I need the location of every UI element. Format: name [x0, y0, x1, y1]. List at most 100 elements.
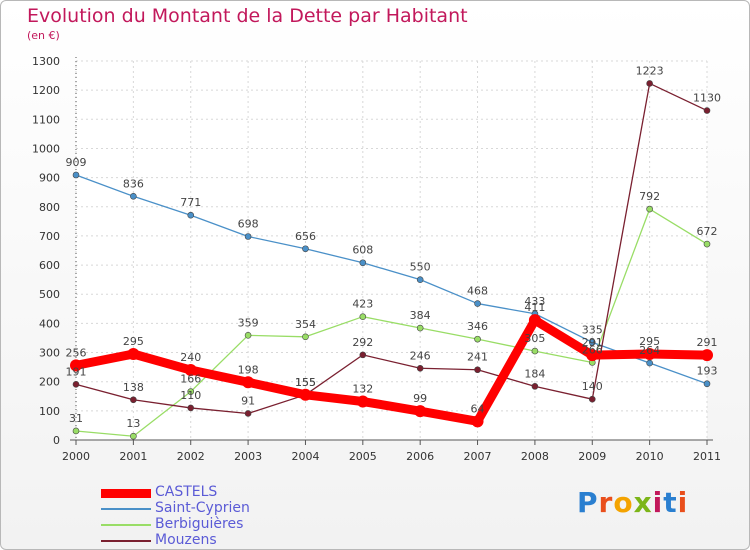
data-point: [474, 366, 481, 374]
data-label: 359: [238, 316, 259, 329]
y-tick-label: 900: [39, 172, 60, 185]
data-label: 184: [524, 367, 545, 380]
data-label: 155: [295, 376, 316, 389]
x-tick-label: 2008: [521, 450, 549, 463]
proxiti-logo: Proxiti: [577, 486, 689, 519]
data-point: [586, 349, 599, 362]
y-tick-label: 400: [39, 317, 60, 330]
data-label: 295: [123, 335, 144, 348]
data-point: [184, 364, 197, 377]
y-tick-label: 200: [39, 376, 60, 389]
data-point: [356, 395, 369, 408]
y-tick-label: 1300: [32, 55, 60, 68]
y-tick-label: 500: [39, 288, 60, 301]
data-point: [244, 410, 252, 417]
data-label: 264: [639, 344, 660, 357]
data-label: 672: [697, 225, 718, 238]
data-label: 384: [410, 309, 431, 322]
x-tick-label: 2007: [464, 450, 492, 463]
data-label: 292: [352, 336, 373, 349]
data-label: 246: [410, 349, 431, 362]
data-point: [414, 405, 427, 418]
data-label: 771: [180, 196, 201, 209]
data-point: [416, 364, 424, 372]
chart-subtitle: (en €): [27, 29, 60, 42]
data-point: [643, 347, 656, 360]
legend-label: Berbiguières: [155, 516, 244, 532]
y-tick-label: 100: [39, 405, 60, 418]
data-label: 166: [180, 373, 201, 386]
data-point: [646, 359, 653, 367]
data-label: 191: [66, 365, 87, 378]
data-label: 468: [467, 285, 488, 298]
data-label: 31: [69, 412, 83, 425]
data-label: 241: [467, 351, 488, 364]
data-label: 256: [66, 346, 87, 359]
data-point: [703, 240, 711, 248]
y-tick-label: 300: [39, 347, 60, 360]
data-label: 266: [582, 343, 603, 356]
x-tick-label: 2010: [636, 450, 664, 463]
series-line-castels: [71, 315, 712, 426]
data-point: [127, 347, 140, 360]
y-tick-label: 700: [39, 230, 60, 243]
data-point: [244, 233, 252, 240]
y-tick-label: 1000: [32, 142, 60, 155]
data-point: [130, 432, 137, 440]
y-tick-label: 1100: [32, 113, 60, 126]
y-tick-label: 1200: [32, 84, 60, 97]
legend-label: CASTELS: [155, 484, 218, 500]
data-label: 1223: [636, 64, 664, 77]
data-label: 1130: [693, 92, 721, 105]
data-label: 423: [352, 298, 373, 311]
data-point: [531, 383, 539, 390]
data-point: [646, 80, 653, 87]
data-label: 13: [126, 417, 140, 430]
plot-area: [76, 61, 707, 440]
data-point: [302, 245, 309, 253]
legend-label: Mouzens: [155, 532, 217, 548]
data-point: [72, 427, 80, 435]
data-point: [474, 335, 481, 343]
data-point: [588, 339, 596, 346]
legend-swatch: [101, 488, 151, 498]
data-point: [359, 259, 367, 267]
x-tick-label: 2006: [406, 450, 434, 463]
x-tick-label: 2002: [177, 450, 205, 463]
data-label: 433: [524, 295, 545, 308]
data-point: [242, 376, 255, 389]
data-point: [72, 381, 80, 388]
data-point: [528, 314, 541, 327]
data-point: [70, 359, 82, 372]
x-tick-label: 2011: [693, 450, 721, 463]
data-label: 110: [180, 389, 201, 402]
data-point: [359, 351, 367, 359]
y-tick-label: 0: [53, 434, 60, 447]
data-point: [588, 395, 596, 403]
chart-title: Evolution du Montant de la Dette par Hab…: [27, 5, 468, 27]
data-label: 909: [66, 156, 87, 169]
x-tick-label: 2004: [291, 450, 319, 463]
data-label: 91: [241, 394, 255, 407]
x-tick-label: 2005: [349, 450, 377, 463]
data-label: 99: [413, 392, 427, 405]
data-label: 411: [524, 301, 545, 314]
data-label: 291: [582, 336, 603, 349]
data-point: [701, 349, 713, 362]
data-label: 198: [238, 363, 259, 376]
legend-swatch: [101, 540, 151, 542]
data-label: 354: [295, 318, 316, 331]
data-label: 132: [352, 383, 373, 396]
x-tick-label: 2003: [234, 450, 262, 463]
data-label: 193: [697, 365, 718, 378]
data-label: 836: [123, 177, 144, 190]
legend-swatch: [101, 508, 151, 510]
data-point: [244, 332, 252, 339]
data-label: 295: [639, 335, 660, 348]
data-point: [299, 388, 312, 401]
data-point: [302, 333, 309, 341]
data-point: [72, 171, 80, 179]
data-label: 792: [639, 190, 660, 203]
